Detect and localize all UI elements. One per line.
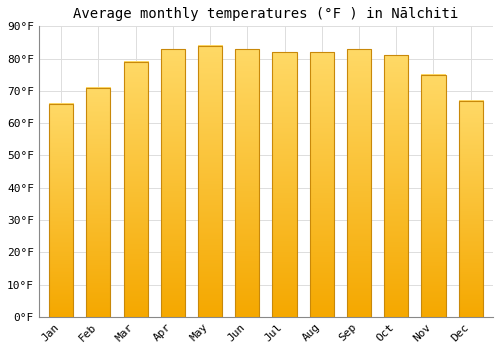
Bar xyxy=(235,49,260,317)
Bar xyxy=(86,88,110,317)
Bar xyxy=(458,100,483,317)
Title: Average monthly temperatures (°F ) in Nālchiti: Average monthly temperatures (°F ) in Nā… xyxy=(74,7,458,21)
Bar xyxy=(347,49,371,317)
Bar xyxy=(310,52,334,317)
Bar xyxy=(422,75,446,317)
Bar xyxy=(384,55,408,317)
Bar xyxy=(160,49,185,317)
Bar xyxy=(198,46,222,317)
Bar xyxy=(49,104,73,317)
Bar xyxy=(124,62,148,317)
Bar xyxy=(272,52,296,317)
